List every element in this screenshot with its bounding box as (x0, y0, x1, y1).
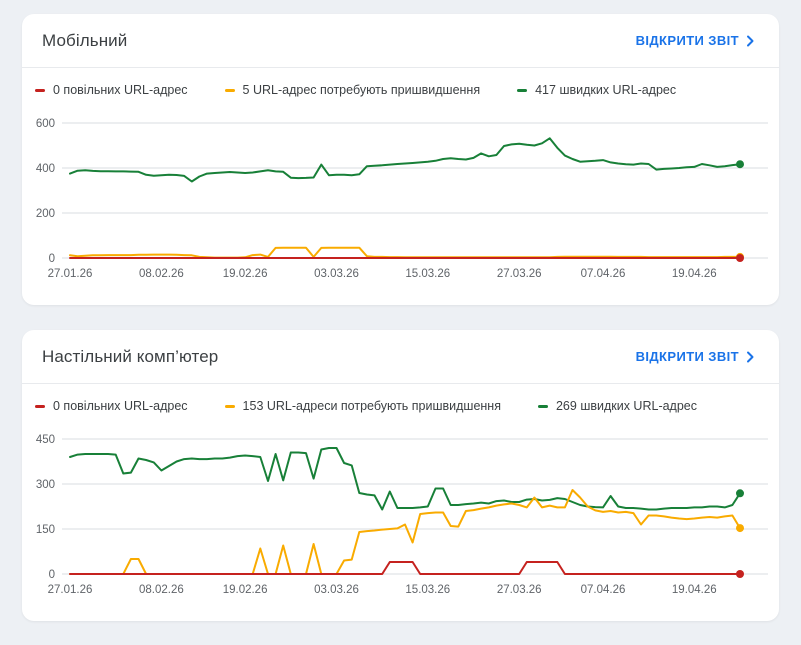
x-tick-label: 07.04.26 (581, 584, 626, 596)
needs-improvement-marker-icon (224, 404, 235, 408)
x-tick-label: 27.01.26 (48, 268, 93, 280)
legend-label-needs-improvement: 153 URL-адреси потребують пришвидшення (242, 399, 501, 413)
desktop-vitals-chart: 0 150 300 450 27.01.26 08.02.26 19.02.26 03.03.… (36, 434, 768, 596)
x-tick-label: 15.03.26 (405, 268, 450, 280)
legend-label-fast: 417 швидких URL-адрес (535, 83, 677, 97)
series-end-dot (736, 254, 744, 262)
legend-item-slow: 0 повільних URL-адрес (35, 399, 188, 413)
y-tick-label: 300 (36, 479, 55, 491)
series-line (69, 246, 741, 259)
x-tick-label: 19.02.26 (223, 584, 268, 596)
legend-label-needs-improvement: 5 URL-адрес потребують пришвидшення (242, 83, 481, 97)
desktop-open-report-link[interactable]: ВІДКРИТИ ЗВІТ (636, 349, 755, 364)
series-end-dot (736, 570, 744, 578)
legend-item-needs-improvement: 5 URL-адрес потребують пришвидшення (224, 83, 481, 97)
chevron-right-icon (747, 35, 754, 46)
y-tick-label: 400 (36, 163, 55, 175)
x-tick-label: 08.02.26 (139, 584, 184, 596)
mobile-card: Мобільний ВІДКРИТИ ЗВІТ 0 повільних URL-… (22, 14, 779, 305)
mobile-vitals-chart: 0 200 400 600 27.01.26 08.02.26 19.02.26 03.03.… (36, 118, 768, 280)
legend-label-fast: 269 швидких URL-адрес (555, 399, 697, 413)
series-line (69, 137, 741, 183)
y-tick-label: 600 (36, 118, 55, 130)
needs-improvement-marker-icon (224, 88, 235, 92)
legend-label-slow: 0 повільних URL-адрес (53, 83, 188, 97)
series-end-dot (736, 489, 744, 498)
y-tick-label: 0 (49, 569, 55, 581)
mobile-card-title: Мобільний (42, 30, 128, 50)
y-tick-label: 150 (36, 524, 55, 536)
series-end-dot (736, 524, 744, 533)
y-tick-label: 200 (36, 208, 55, 220)
x-tick-label: 27.01.26 (48, 584, 93, 596)
slow-marker-icon (35, 404, 45, 408)
x-tick-label: 19.04.26 (672, 268, 717, 280)
x-tick-label: 27.03.26 (497, 584, 542, 596)
fast-marker-icon (537, 404, 548, 408)
legend-item-fast: 417 швидких URL-адрес (517, 83, 676, 97)
x-tick-label: 08.02.26 (139, 268, 184, 280)
desktop-card-title: Настільний комп’ютер (42, 346, 219, 366)
chevron-right-icon (747, 351, 754, 362)
series-line (69, 561, 741, 575)
legend-label-slow: 0 повільних URL-адрес (53, 399, 188, 413)
legend-item-slow: 0 повільних URL-адрес (35, 83, 188, 97)
series-end-dot (736, 160, 744, 169)
mobile-open-report-link[interactable]: ВІДКРИТИ ЗВІТ (636, 33, 755, 48)
x-tick-label: 07.04.26 (581, 268, 626, 280)
desktop-legend: 0 повільних URL-адрес 153 URL-адреси пот… (22, 384, 779, 415)
x-tick-label: 03.03.26 (314, 268, 359, 280)
x-tick-label: 19.02.26 (223, 268, 268, 280)
mobile-open-report-label: ВІДКРИТИ ЗВІТ (635, 33, 739, 48)
x-tick-label: 27.03.26 (497, 268, 542, 280)
desktop-card-header: Настільний комп’ютер ВІДКРИТИ ЗВІТ (22, 330, 779, 384)
series-line (69, 447, 741, 511)
slow-marker-icon (35, 88, 45, 92)
x-tick-label: 15.03.26 (405, 584, 450, 596)
x-tick-label: 03.03.26 (314, 584, 359, 596)
fast-marker-icon (517, 88, 528, 92)
desktop-card: Настільний комп’ютер ВІДКРИТИ ЗВІТ 0 пов… (22, 330, 779, 621)
legend-item-needs-improvement: 153 URL-адреси потребують пришвидшення (224, 399, 501, 413)
legend-item-fast: 269 швидких URL-адрес (537, 399, 697, 413)
mobile-legend: 0 повільних URL-адрес 5 URL-адрес потреб… (22, 68, 779, 99)
y-tick-label: 0 (49, 253, 55, 265)
desktop-open-report-label: ВІДКРИТИ ЗВІТ (635, 349, 739, 364)
x-tick-label: 19.04.26 (672, 584, 717, 596)
mobile-card-header: Мобільний ВІДКРИТИ ЗВІТ (22, 14, 779, 68)
y-tick-label: 450 (36, 434, 55, 446)
